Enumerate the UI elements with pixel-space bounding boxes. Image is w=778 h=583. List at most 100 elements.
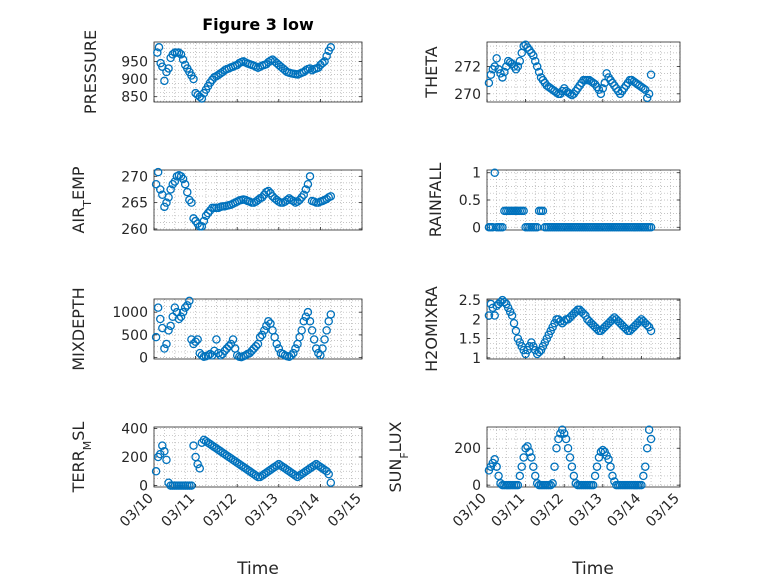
data-point — [303, 307, 313, 317]
data-point — [561, 434, 571, 444]
data-point — [170, 177, 180, 186]
data-point — [646, 326, 656, 336]
y-tick-label: 200 — [121, 450, 148, 466]
data-point — [162, 455, 171, 465]
data-point — [162, 339, 171, 349]
data-point — [594, 453, 604, 462]
data-point — [212, 335, 221, 344]
data-point — [527, 453, 536, 462]
data-point — [301, 185, 311, 194]
y-tick-label: 1000 — [112, 305, 148, 321]
y-tick-label: 0 — [472, 220, 481, 236]
data-point — [183, 187, 192, 197]
data-point — [529, 51, 538, 60]
y-tick-label: 270 — [454, 87, 481, 103]
y-tick-label: 400 — [121, 421, 148, 437]
data-point — [534, 347, 544, 357]
data-point — [642, 443, 652, 453]
data-point — [291, 471, 300, 480]
subplot-mixdepth: MIXDEPTH 0 500 1000 — [69, 287, 363, 371]
data-point — [203, 208, 213, 218]
y-tick-label: 272 — [454, 60, 481, 76]
axes-frame — [153, 169, 363, 231]
data-point — [556, 317, 565, 326]
data-point — [592, 462, 602, 471]
data-point — [295, 332, 304, 342]
data-point — [282, 195, 292, 205]
data-point — [318, 58, 327, 68]
y-axis-label: PRESSURE — [81, 30, 100, 114]
y-tick-label: 500 — [121, 328, 148, 344]
data-point — [511, 326, 521, 336]
data-point — [500, 67, 509, 77]
data-point — [565, 453, 575, 462]
data-point — [525, 447, 534, 457]
x-tick-label: 03/11 — [159, 491, 199, 531]
data-point — [644, 89, 654, 99]
data-point — [289, 348, 298, 358]
data-point — [289, 196, 298, 206]
data-point — [498, 223, 507, 232]
data-point — [226, 339, 236, 349]
data-point — [519, 41, 528, 51]
y-tick-label: 0 — [472, 478, 481, 494]
data-point — [490, 311, 499, 320]
subplot-theta: THETA 270 272 — [422, 40, 681, 103]
data-point — [178, 307, 188, 317]
data-point — [180, 303, 190, 312]
data-point — [228, 335, 238, 344]
data-point — [299, 190, 309, 199]
data-point — [326, 192, 336, 201]
data-point — [320, 335, 329, 344]
subplot-air-temp: AIRTEMP 260 265 270 — [69, 166, 363, 238]
subplot-h2omixra: H2OMIXRA 1 1.5 2 2.5 — [422, 286, 681, 372]
data-point — [509, 318, 519, 328]
data-point — [641, 462, 650, 471]
data-point — [608, 315, 617, 324]
data-point — [531, 56, 540, 66]
data-point — [264, 186, 273, 196]
y-axis-label: SUNFLUX — [386, 421, 411, 492]
data-point — [299, 317, 309, 326]
data-point — [155, 185, 165, 194]
data-point — [598, 445, 608, 455]
data-point — [160, 202, 169, 212]
data-point — [210, 346, 219, 356]
data-point — [295, 195, 304, 205]
data-point — [546, 480, 555, 490]
data-point — [178, 174, 188, 184]
data-point — [257, 193, 267, 202]
data-point — [259, 326, 269, 335]
data-point — [303, 179, 313, 189]
data-point — [320, 57, 329, 66]
data-point — [596, 447, 606, 457]
y-axis-label: RAINFALL — [426, 163, 445, 238]
data-point — [492, 462, 501, 471]
data-point — [309, 461, 319, 470]
data-point — [164, 64, 173, 73]
data-point — [598, 84, 608, 93]
data-point — [178, 55, 188, 64]
data-point — [189, 214, 198, 223]
data-point — [642, 93, 652, 103]
data-point — [608, 471, 617, 481]
data-point — [534, 67, 544, 77]
data-point — [162, 198, 171, 207]
data-point — [490, 168, 499, 177]
y-tick-label: 2 — [472, 312, 481, 328]
data-point — [646, 223, 656, 232]
data-point — [253, 195, 263, 205]
data-point — [191, 216, 200, 226]
data-point — [287, 351, 296, 360]
y-axis-label: MIXDEPTH — [69, 287, 88, 370]
data-point — [151, 332, 161, 342]
data-point — [187, 481, 196, 490]
data-point — [579, 309, 588, 318]
x-axis-label-left: Time — [236, 559, 279, 579]
data-point — [639, 471, 648, 481]
data-point — [193, 459, 202, 469]
subplot-title: Figure 3 low — [202, 15, 314, 34]
data-point — [176, 50, 186, 59]
data-point — [187, 335, 196, 344]
data-point — [222, 344, 232, 353]
